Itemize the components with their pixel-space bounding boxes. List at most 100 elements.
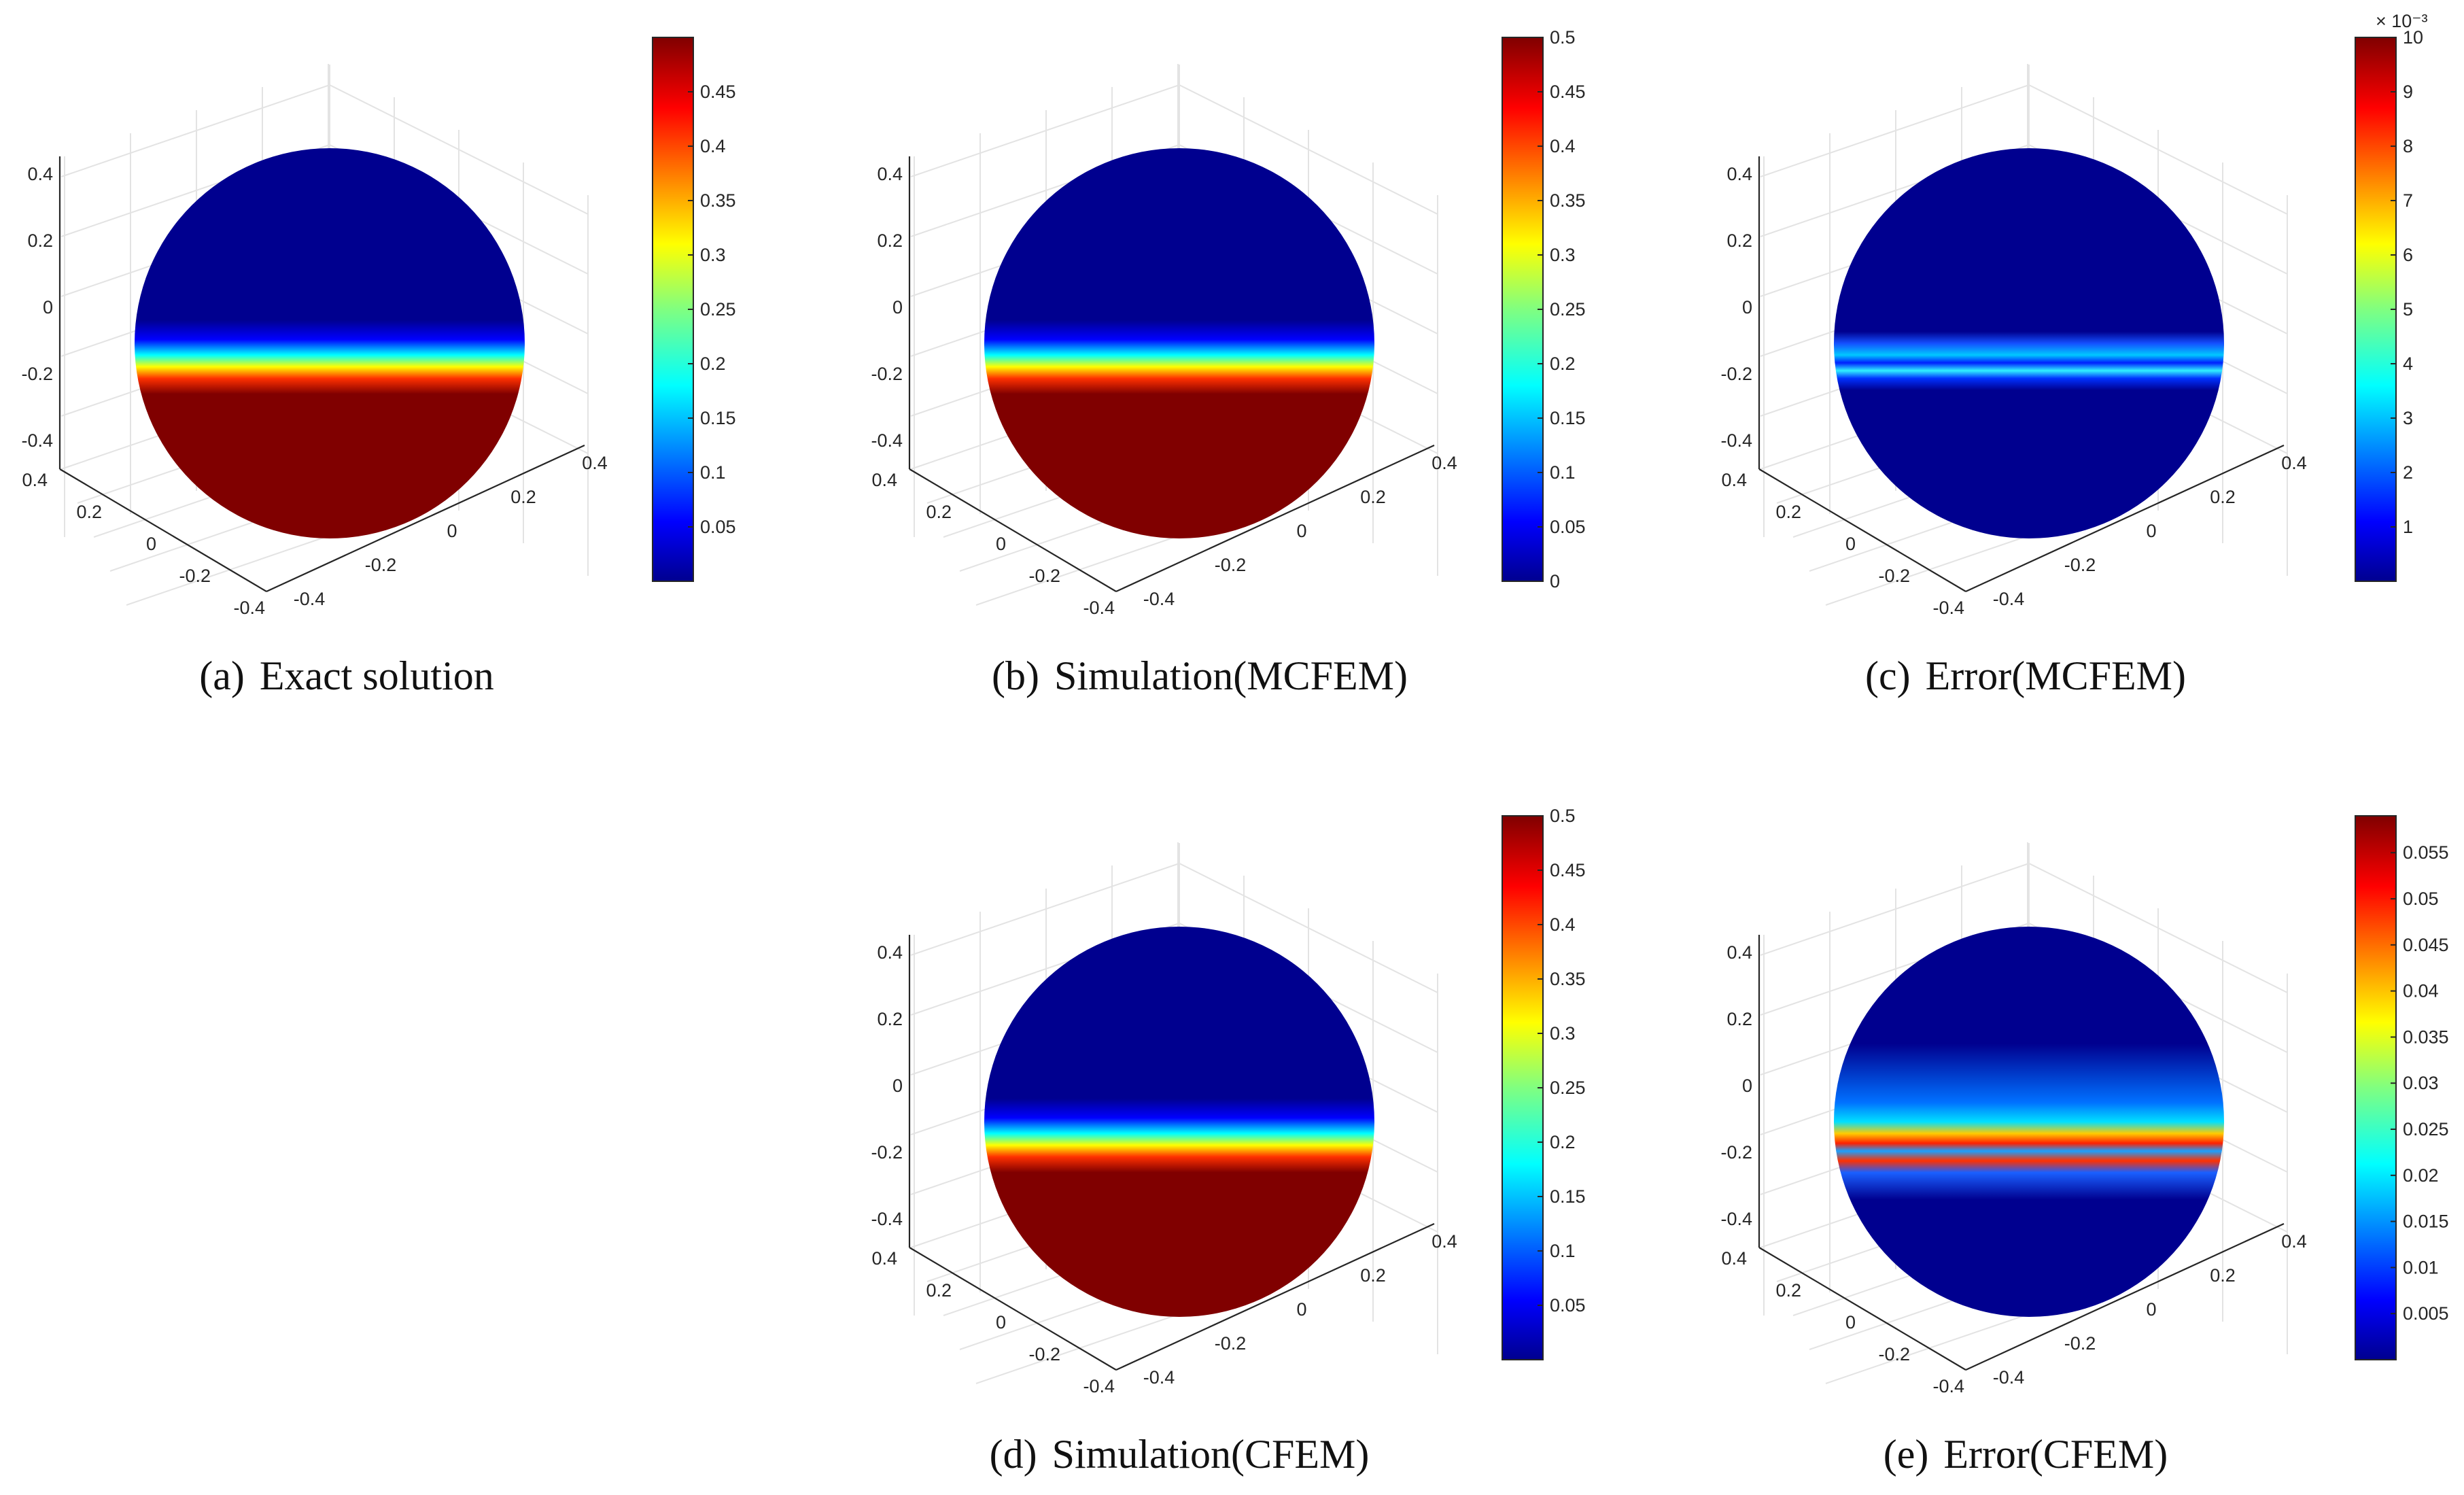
plot-d: 0.4 0.2 0 -0.2 -0.4 0.4 0.2 0 -0.2 -0.4 -0.4 -0.2 0 0… [871, 806, 1586, 1396]
colorbar-tick-label: 0.045 [2403, 935, 2449, 955]
sphere-solution [984, 927, 1374, 1317]
x-tick-label: 0.2 [1360, 1265, 1386, 1286]
colorbar-tick-label: 0.3 [700, 245, 726, 265]
caption-d: (d) Simulation(CFEM) [839, 1431, 1519, 1478]
y-tick-label: -0.2 [1028, 1344, 1060, 1364]
x-tick-label: 0.4 [582, 453, 608, 473]
colorbar-tick-label: 0.1 [1550, 462, 1576, 483]
y-tick-label: -0.4 [1083, 598, 1115, 618]
colorbar-tick-label: 0.02 [2403, 1165, 2439, 1186]
caption-label: (b) [991, 653, 1039, 698]
x-tick-label: -0.4 [1993, 1367, 2025, 1388]
colorbar-tick-label: 10 [2403, 27, 2423, 48]
colorbar: 0.5 0.45 0.4 0.35 0.3 0.25 0.2 0.15 0.1 0.05 0 [1502, 27, 1586, 591]
colorbar-tick-label: 0.2 [1550, 354, 1576, 374]
x-tick-label: 0.2 [2210, 487, 2236, 507]
colorbar-tick-label: 0.35 [1550, 190, 1586, 211]
z-tick-label: -0.4 [871, 430, 903, 451]
colorbar-tick-label: 0.05 [700, 517, 736, 537]
plot-b: 0.40.20-0.2-0.40.40.20-0.2-0.4 -0.4-0.200… [871, 27, 1586, 618]
caption-label: (a) [199, 653, 245, 698]
z-tick-label: 0.2 [1726, 230, 1752, 251]
axes-lines [908, 935, 1435, 1371]
caption-c: (c) Error(MCFEM) [1686, 653, 2365, 700]
colorbar-tick-label: 0.5 [1550, 806, 1576, 826]
caption-text: Error(MCFEM) [1925, 653, 2186, 698]
y-tick-label: 0 [1845, 534, 1856, 554]
colorbar-tick-label: 0.4 [700, 136, 726, 156]
y-tick-label: 0 [146, 534, 156, 554]
z-tick-label: -0.2 [871, 1142, 903, 1163]
colorbar-tick-label: 0.1 [700, 462, 726, 483]
z-tick-label: -0.4 [871, 1209, 903, 1229]
colorbar-tick-label: 0.5 [1550, 27, 1576, 48]
colorbar-tick-label: 4 [2403, 354, 2413, 374]
y-tick-label: 0 [996, 534, 1006, 554]
z-tick-label: 0 [1742, 1076, 1752, 1096]
colorbar-tick-label: 8 [2403, 136, 2413, 156]
y-tick-label: -0.2 [1028, 566, 1060, 586]
colorbar: 0.45 0.4 0.35 0.3 0.25 0.2 0.15 0.1 0.05 [652, 37, 736, 582]
sphere-error-thin [1834, 148, 2224, 538]
y-tick-label: 0.2 [926, 1280, 952, 1301]
colorbar-tick-label: 0.05 [2403, 889, 2439, 909]
colorbar-tick-label: 0.2 [1550, 1132, 1576, 1152]
sphere-error-wide [1834, 927, 2224, 1317]
colorbar-tick-label: 0.35 [1550, 969, 1586, 989]
colorbar-tick-label: 2 [2403, 462, 2413, 483]
colorbar-tick-label: 0.3 [1550, 1023, 1576, 1044]
colorbar-tick-label: 0.015 [2403, 1212, 2449, 1232]
sphere-solution [984, 148, 1374, 538]
axes-lines [1758, 935, 2285, 1371]
x-tick-label: -0.2 [2064, 555, 2096, 575]
x-tick-label: 0 [2146, 521, 2156, 541]
caption-label: (e) [1883, 1432, 1929, 1477]
caption-text: Simulation(CFEM) [1052, 1432, 1370, 1477]
z-tick-label: 0.4 [1726, 942, 1752, 963]
plot-c: 0.4 0.2 0 -0.2 -0.4 0.4 0.2 0 -0.2 -0.4 -0.4 -0.2 0 0… [1720, 11, 2428, 618]
colorbar-tick-label: 1 [2403, 517, 2413, 537]
x-tick-label: 0.4 [1431, 453, 1457, 473]
colorbar-tick-label: 0.45 [1550, 860, 1586, 880]
colorbar-tick-label: 9 [2403, 82, 2413, 102]
plot-e: 0.4 0.2 0 -0.2 -0.4 0.4 0.2 0 -0.2 -0.4 -0.4 -0.2 0 0… [1720, 815, 2449, 1396]
x-tick-label: -0.2 [365, 555, 397, 575]
x-tick-label: 0.4 [2281, 453, 2307, 473]
y-tick-label: -0.4 [1932, 598, 1964, 618]
plot-a: 0.4 0.2 0 -0.2 -0.4 0.4 0.2 0 -0.2 -0.4 -0.4 -0.2 0 0… [21, 37, 736, 618]
z-tick-label: -0.2 [1720, 1142, 1752, 1163]
caption-text: Exact solution [259, 653, 494, 698]
panel-c: 0.4 0.2 0 -0.2 -0.4 0.4 0.2 0 -0.2 -0.4 -0.4 -0.2 0 0… [1699, 0, 2464, 618]
colorbar: 0.5 0.45 0.4 0.35 0.3 0.25 0.2 0.15 0.1 0.05 [1502, 806, 1586, 1360]
z-tick-label: -0.4 [1720, 1209, 1752, 1229]
z-tick-label: 0.4 [27, 164, 53, 184]
x-tick-label: -0.4 [294, 589, 326, 609]
colorbar-exponent: × 10⁻³ [2376, 11, 2428, 31]
axes-lines [58, 156, 585, 592]
x-tick-label: -0.4 [1143, 1367, 1175, 1388]
z-tick-label: -0.4 [1720, 430, 1752, 451]
colorbar-tick-label: 0.035 [2403, 1027, 2449, 1047]
y-tick-label: -0.4 [1932, 1376, 1964, 1396]
colorbar-tick-label: 0.03 [2403, 1073, 2439, 1093]
colorbar-tick-label: 3 [2403, 408, 2413, 428]
colorbar-tick-label: 0 [1550, 571, 1560, 591]
z-tick-label: -0.2 [871, 364, 903, 384]
y-tick-label: 0.4 [22, 470, 48, 490]
z-tick-label: 0.2 [27, 230, 53, 251]
y-tick-label: 0.2 [1775, 1280, 1801, 1301]
y-tick-label: 0.2 [76, 502, 102, 522]
colorbar-tick-label: 0.04 [2403, 981, 2439, 1001]
x-tick-label: -0.2 [1215, 1333, 1247, 1354]
x-tick-label: 0.2 [510, 487, 536, 507]
y-tick-label: -0.2 [179, 566, 211, 586]
caption-text: Error(CFEM) [1943, 1432, 2168, 1477]
colorbar-tick-label: 0.45 [700, 82, 736, 102]
colorbar-tick-label: 0.005 [2403, 1303, 2449, 1324]
caption-label: (c) [1865, 653, 1911, 698]
colorbar-tick-label: 0.4 [1550, 136, 1576, 156]
y-tick-label: 0.2 [926, 502, 952, 522]
colorbar-tick-label: 0.01 [2403, 1257, 2439, 1277]
y-tick-label: 0.4 [1721, 1248, 1747, 1269]
x-tick-label: 0 [2146, 1299, 2156, 1320]
